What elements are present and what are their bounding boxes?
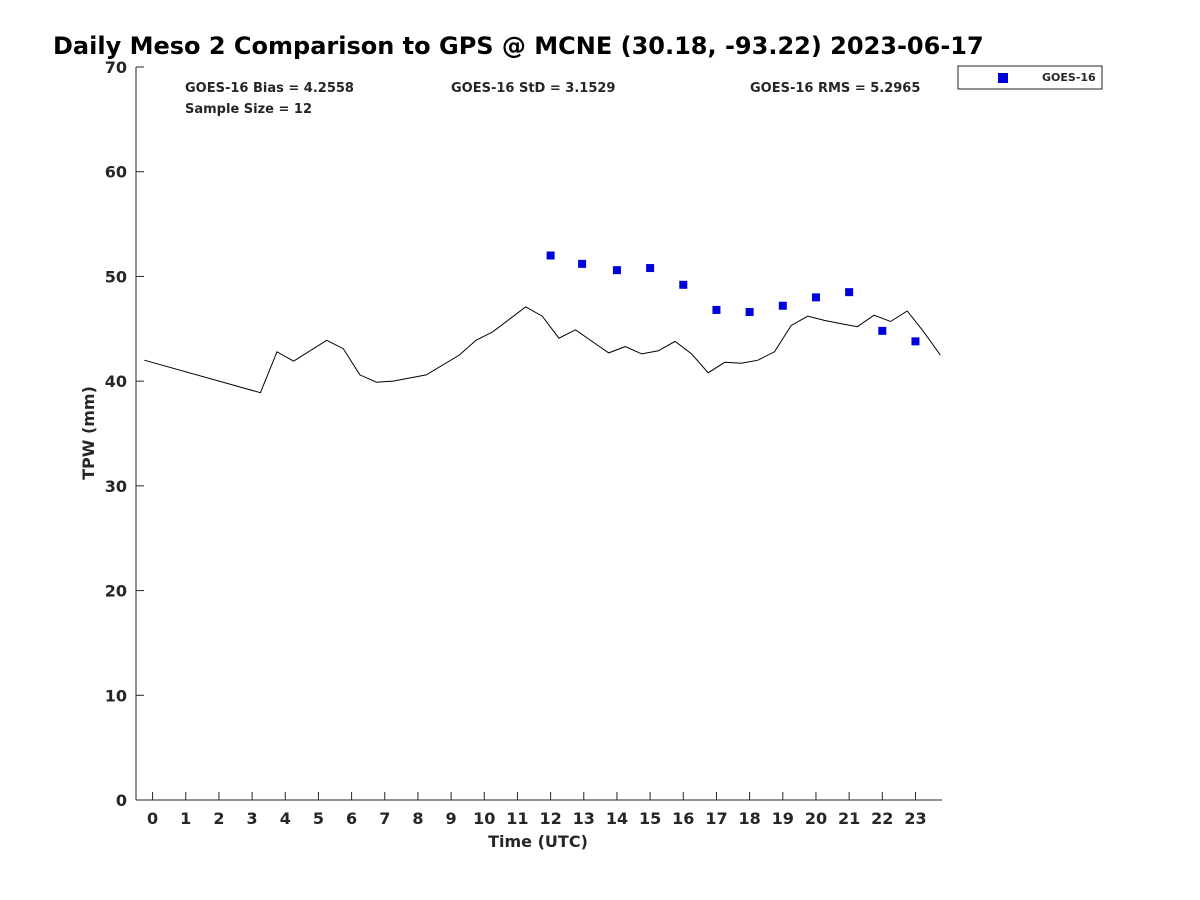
x-tick-label: 14 xyxy=(606,809,628,828)
goes16-point xyxy=(878,326,887,335)
x-tick-label: 17 xyxy=(705,809,727,828)
x-tick-label: 3 xyxy=(247,809,258,828)
x-tick-label: 1 xyxy=(180,809,191,828)
stats-annotations: GOES-16 Bias = 4.2558 GOES-16 StD = 3.15… xyxy=(185,81,920,117)
sample-size-annotation: Sample Size = 12 xyxy=(185,102,312,117)
chart-axes xyxy=(135,67,942,801)
y-tick-label: 0 xyxy=(116,791,127,810)
y-tick-label: 50 xyxy=(105,267,127,286)
x-axis-label: Time (UTC) xyxy=(488,832,588,851)
goes16-point xyxy=(679,280,688,289)
y-tick-label: 20 xyxy=(105,582,127,601)
x-tick-label: 9 xyxy=(446,809,457,828)
x-tick-label: 23 xyxy=(904,809,926,828)
goes16-point xyxy=(745,308,754,317)
goes16-point xyxy=(646,264,655,273)
x-tick-label: 8 xyxy=(412,809,423,828)
y-tick-label: 60 xyxy=(105,163,127,182)
goes16-point xyxy=(578,259,587,268)
x-tick-label: 18 xyxy=(738,809,760,828)
rms-annotation: GOES-16 RMS = 5.2965 xyxy=(750,81,920,96)
legend: GOES-16 xyxy=(957,65,1103,90)
x-tick-label: 0 xyxy=(147,809,158,828)
goes16-point xyxy=(911,337,920,346)
x-tick-label: 10 xyxy=(473,809,495,828)
legend-marker-goes16 xyxy=(998,73,1008,83)
y-tick-label: 30 xyxy=(105,477,127,496)
y-tick-label: 10 xyxy=(105,686,127,705)
goes16-point xyxy=(546,251,555,260)
plot-area xyxy=(144,251,941,394)
x-tick-label: 11 xyxy=(506,809,528,828)
y-tick-label: 40 xyxy=(105,372,127,391)
goes16-point xyxy=(612,266,621,275)
gps-tpw-line xyxy=(144,306,941,394)
legend-box xyxy=(957,65,1103,90)
x-tick-label: 4 xyxy=(280,809,291,828)
legend-label-goes16: GOES-16 xyxy=(1042,71,1096,84)
goes16-point xyxy=(712,305,721,314)
chart-title: Daily Meso 2 Comparison to GPS @ MCNE (3… xyxy=(53,32,984,60)
goes16-point xyxy=(811,293,820,302)
x-tick-label: 16 xyxy=(672,809,694,828)
y-axis-label: TPW (mm) xyxy=(79,386,98,480)
x-tick-label: 2 xyxy=(213,809,224,828)
x-tick-label: 6 xyxy=(346,809,357,828)
y-tick-label: 70 xyxy=(105,58,127,77)
x-tick-label: 19 xyxy=(772,809,794,828)
x-tick-label: 7 xyxy=(379,809,390,828)
x-tick-label: 22 xyxy=(871,809,893,828)
goes16-point xyxy=(778,301,787,310)
x-tick-label: 5 xyxy=(313,809,324,828)
goes16-point xyxy=(845,288,854,297)
x-tick-label: 15 xyxy=(639,809,661,828)
std-annotation: GOES-16 StD = 3.1529 xyxy=(451,81,615,96)
x-tick-label: 21 xyxy=(838,809,860,828)
x-tick-label: 13 xyxy=(573,809,595,828)
x-tick-label: 12 xyxy=(539,809,561,828)
x-tick-label: 20 xyxy=(805,809,827,828)
bias-annotation: GOES-16 Bias = 4.2558 xyxy=(185,81,354,96)
